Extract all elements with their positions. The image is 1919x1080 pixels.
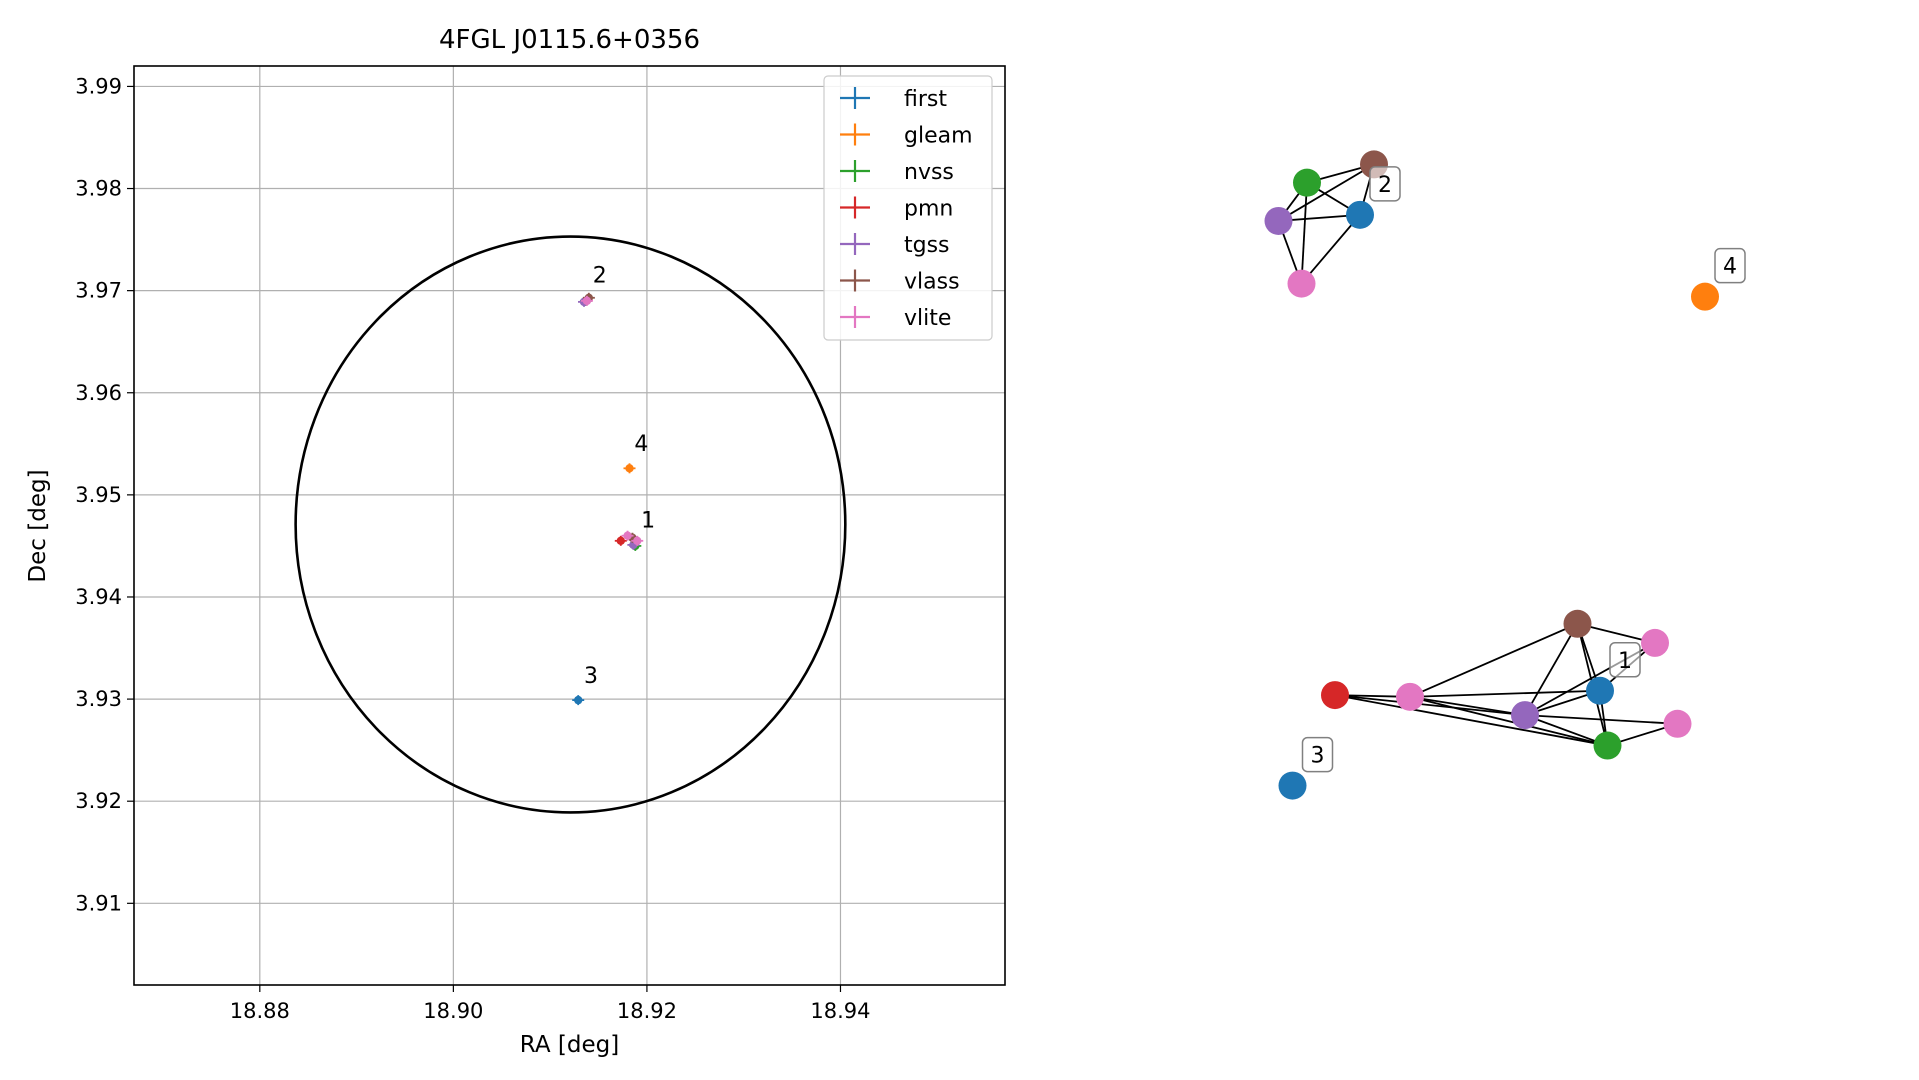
legend-entry-vlite: vlite <box>840 306 951 331</box>
y-tick-label: 3.95 <box>75 483 122 507</box>
node-layer <box>1264 150 1719 800</box>
legend-label: vlite <box>904 306 951 331</box>
graph-node-iso-first <box>1278 771 1307 800</box>
tick-layer: 18.88 18.90 18.92 18.94 3.91 3.92 3.93 3.94 3.95… <box>75 74 870 1023</box>
graph-edge <box>1524 714 1608 747</box>
graph-edge <box>1409 695 1526 716</box>
y-tick-label: 3.97 <box>75 279 122 303</box>
node-label-layer: 1 2 3 4 <box>1301 166 1746 773</box>
x-tick-label: 18.88 <box>230 999 290 1023</box>
chart-title: 4FGL J0115.6+0356 <box>439 25 700 55</box>
graph-node-g1-pmn <box>1321 681 1349 710</box>
legend-box <box>823 75 993 341</box>
legend-label: nvss <box>904 160 954 185</box>
graph-node-label: 3 <box>1301 736 1334 773</box>
svg-text:4: 4 <box>1723 255 1737 280</box>
graph-edge <box>1300 182 1308 284</box>
graph-edge <box>1409 689 1601 698</box>
source-annotation: 4 <box>634 432 648 457</box>
legend-entry-first: first <box>840 87 947 112</box>
x-tick-label: 18.94 <box>810 999 870 1023</box>
graph-node-g1-tgss <box>1511 701 1539 730</box>
graph-edge <box>1278 163 1375 222</box>
x-axis-label: RA [deg] <box>520 1032 619 1058</box>
svg-text:3: 3 <box>1311 744 1325 769</box>
svg-text:2: 2 <box>1378 173 1392 198</box>
legend-entry-vlass: vlass <box>840 269 960 295</box>
data-point-pmn <box>614 535 627 546</box>
graph-edge <box>1524 714 1678 725</box>
graph-node-g1-vlite-a <box>1641 628 1669 657</box>
source-annotation: 2 <box>593 263 607 288</box>
graph-node-g1-vlass <box>1563 609 1592 638</box>
data-point-first <box>572 695 585 706</box>
annotation-layer: 1 2 3 4 <box>584 263 655 688</box>
graph-node-g2-vlite <box>1287 269 1316 298</box>
graph-node-g1-nvss <box>1593 731 1622 760</box>
graph-edge <box>1334 694 1526 717</box>
graph-node-g1-vlite-b <box>1396 682 1424 711</box>
localization-ellipse <box>294 235 847 814</box>
legend-entry-gleam: gleam <box>840 123 973 149</box>
legend-label: first <box>904 87 947 112</box>
graph-node-g1-first <box>1586 676 1614 705</box>
plot-frame <box>133 65 1006 986</box>
y-tick-label: 3.94 <box>75 585 122 609</box>
legend-entry-pmn: pmn <box>840 196 953 222</box>
data-point-vlite <box>580 295 593 306</box>
graph-node-label: 1 <box>1609 642 1641 678</box>
graph-node-g2-nvss <box>1293 168 1321 197</box>
source-annotation: 3 <box>584 664 598 689</box>
x-tick-label: 18.92 <box>617 999 677 1023</box>
y-tick-label: 3.91 <box>75 891 122 915</box>
graph-node-label: 4 <box>1714 247 1746 284</box>
graph-node-label: 2 <box>1369 166 1401 202</box>
y-tick-label: 3.98 <box>75 177 122 201</box>
y-tick-label: 3.99 <box>75 74 122 98</box>
y-tick-label: 3.93 <box>75 687 122 711</box>
graph-edge <box>1300 214 1361 285</box>
scatter-panel: 1 2 3 4 18.88 18.90 18.92 18.94 3.91 3.92 3.93 3.9… <box>25 25 1006 1058</box>
legend-label: gleam <box>904 124 973 149</box>
source-annotation: 1 <box>641 509 655 534</box>
graph-edge <box>1334 694 1608 747</box>
legend-entry-nvss: nvss <box>840 160 954 185</box>
legend-label: vlass <box>904 270 960 295</box>
network-panel: 1 2 3 4 <box>1264 150 1746 800</box>
legend-entry-tgss: tgss <box>840 233 950 258</box>
graph-edge <box>1524 623 1579 716</box>
graph-node-g2-tgss <box>1264 206 1293 235</box>
ellipse-layer <box>294 235 847 814</box>
y-tick-label: 3.92 <box>75 789 122 813</box>
points-layer <box>572 292 644 706</box>
legend: first gleam nvss pmn tgss vlass vlite <box>823 75 993 341</box>
data-point-vlite <box>621 530 634 541</box>
graph-node-g2-first <box>1346 200 1374 229</box>
y-axis-label: Dec [deg] <box>25 469 51 582</box>
svg-text:1: 1 <box>1618 649 1632 674</box>
data-point-vlite <box>631 535 644 546</box>
y-tick-label: 3.96 <box>75 381 122 405</box>
legend-label: pmn <box>904 197 953 222</box>
data-point-gleam <box>623 463 636 474</box>
x-tick-label: 18.90 <box>423 999 483 1023</box>
graph-node-g1-vlite-c <box>1663 709 1692 738</box>
graph-node-iso-gleam <box>1691 282 1719 311</box>
graph-edge <box>1409 695 1608 747</box>
legend-label: tgss <box>904 233 950 258</box>
graph-edge <box>1409 622 1578 698</box>
